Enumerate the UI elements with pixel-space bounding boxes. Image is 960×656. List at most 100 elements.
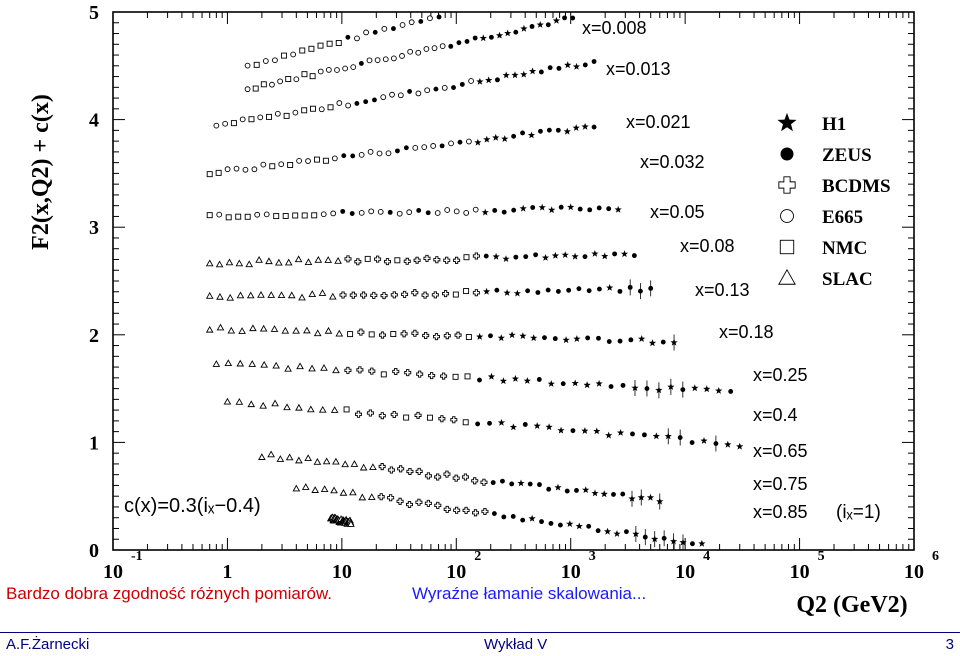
marker-slac [359,463,368,471]
y-axis-label: F2(x,Q2) + c(x) [28,94,54,250]
marker-h1 [536,21,544,28]
marker-bcdms [414,411,422,419]
marker-zeus [492,208,498,213]
marker-e665 [358,209,365,216]
marker-slac [205,259,214,267]
marker-bcdms [422,332,430,340]
marker-zeus [560,381,566,387]
marker-e665 [780,209,794,223]
marker-slac [330,486,338,494]
marker-e665 [463,210,470,216]
marker-nmc [230,120,237,127]
legend-label: H1 [822,114,846,135]
caption-agreement: Bardzo dobra zgodność różnych pomiarów. [6,584,333,603]
marker-h1 [582,486,590,493]
marker-h1 [571,379,579,387]
marker-slac [349,488,357,496]
marker-e665 [242,166,249,173]
marker-slac [367,493,376,501]
marker-h1 [485,76,493,84]
marker-slac [335,329,344,337]
bin-label: x=0.032 [640,152,705,172]
marker-h1 [519,204,527,212]
legend-label: E665 [822,207,863,228]
marker-zeus [586,288,592,294]
marker-h1 [638,335,646,342]
marker-bcdms [397,465,405,473]
marker-h1 [557,426,565,434]
bin-label: x=0.4 [753,405,798,425]
marker-slac [324,256,333,263]
marker-bcdms [374,255,382,263]
marker-zeus [488,34,494,40]
marker-zeus [558,204,564,210]
marker-zeus [372,97,377,103]
marker-zeus [416,208,422,213]
marker-zeus [372,29,378,35]
marker-zeus [628,337,634,343]
marker-zeus [457,139,463,145]
marker-zeus [530,205,536,210]
marker-h1 [476,77,484,85]
marker-h1 [519,332,527,339]
marker-h1 [572,124,580,131]
footer-author: A.F.Żarnecki [6,636,90,653]
marker-nmc [394,257,401,264]
marker-h1 [614,205,622,213]
marker-bcdms [481,507,489,515]
marker-e665 [296,157,302,164]
caption-scaling-violation: Wyraźne łamanie skalowania... [412,584,647,603]
marker-e665 [330,210,337,217]
marker-nmc [462,419,469,426]
marker-h1 [520,24,528,32]
marker-slac [216,292,224,300]
y-tick-label: 3 [89,217,99,239]
marker-bcdms [368,367,376,375]
marker-zeus [690,541,695,547]
marker-h1 [652,432,660,440]
marker-e665 [272,57,278,64]
marker-zeus [547,65,553,71]
marker-nmc [206,171,213,178]
marker-e665 [408,19,415,26]
marker-zeus [341,153,347,159]
marker-zeus [576,286,582,292]
marker-h1 [547,380,555,387]
marker-zeus [596,205,602,211]
marker-h1 [551,251,559,259]
marker-e665 [444,207,451,213]
bin-label: x=0.65 [753,441,808,461]
marker-e665 [293,76,300,83]
marker-slac [276,455,285,462]
marker-bcdms [411,289,419,297]
marker-e665 [345,102,351,109]
marker-zeus [459,81,465,87]
marker-slac [330,406,339,413]
marker-bcdms [411,329,419,337]
marker-bcdms [387,494,395,502]
marker-e665 [331,155,338,162]
marker-h1 [567,203,575,211]
marker-slac [298,293,306,301]
marker-slac [284,364,292,372]
marker-e665 [391,55,397,62]
marker-e665 [406,209,413,216]
marker-bcdms [440,372,448,380]
marker-e665 [374,57,381,63]
marker-slac [332,457,340,465]
x-tick-label: 10 [790,561,810,583]
marker-bcdms [349,291,357,299]
axis-ticks [112,11,914,551]
marker-h1 [528,514,536,522]
x-tick-exponent: 3 [589,549,596,564]
marker-zeus [513,254,519,260]
marker-nmc [403,414,410,421]
marker-nmc [779,239,795,255]
marker-h1 [600,490,608,498]
marker-nmc [235,213,242,220]
marker-h1 [545,423,553,431]
marker-slac [270,325,279,332]
marker-slac [259,401,268,409]
marker-h1 [481,208,489,216]
marker-bcdms [443,470,451,478]
